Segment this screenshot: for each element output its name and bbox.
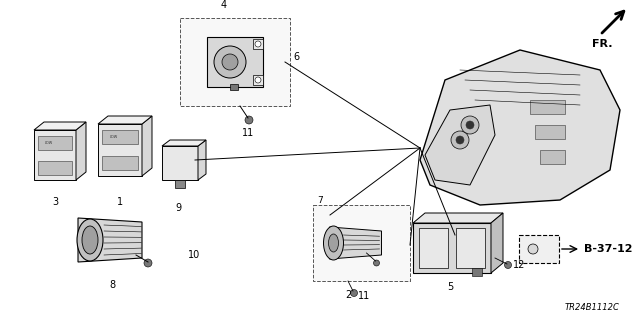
- Circle shape: [144, 259, 152, 267]
- Text: 11: 11: [358, 291, 371, 301]
- Circle shape: [461, 116, 479, 134]
- Polygon shape: [98, 116, 152, 124]
- Bar: [419, 228, 448, 268]
- Bar: [456, 228, 485, 268]
- Text: B-37-12: B-37-12: [584, 244, 632, 254]
- Polygon shape: [491, 213, 503, 273]
- Text: 10: 10: [188, 250, 200, 260]
- Circle shape: [222, 54, 238, 70]
- Bar: [207, 37, 263, 87]
- Text: LDW: LDW: [45, 140, 53, 145]
- Text: 8: 8: [109, 280, 115, 290]
- Bar: [38, 135, 72, 149]
- Bar: [253, 75, 263, 85]
- Text: 5: 5: [447, 282, 453, 292]
- Bar: [313, 205, 410, 281]
- Polygon shape: [34, 122, 86, 130]
- Polygon shape: [78, 218, 142, 262]
- Text: 4: 4: [221, 0, 227, 10]
- Text: 2: 2: [345, 290, 351, 300]
- Bar: [162, 146, 198, 180]
- Bar: [540, 150, 565, 164]
- Ellipse shape: [82, 226, 98, 254]
- Bar: [230, 84, 238, 90]
- Polygon shape: [420, 50, 620, 205]
- Ellipse shape: [328, 234, 339, 252]
- Text: 6: 6: [293, 52, 299, 62]
- Text: 1: 1: [117, 197, 123, 207]
- Polygon shape: [162, 140, 206, 146]
- Polygon shape: [413, 213, 503, 223]
- Bar: [34, 130, 76, 180]
- Bar: [472, 268, 482, 276]
- Bar: [180, 18, 290, 106]
- Text: 11: 11: [242, 128, 254, 138]
- Bar: [530, 100, 565, 114]
- Text: LDW: LDW: [110, 135, 118, 139]
- Bar: [98, 124, 142, 176]
- Circle shape: [374, 260, 380, 266]
- Circle shape: [456, 136, 464, 144]
- Circle shape: [255, 77, 261, 83]
- Circle shape: [504, 261, 511, 268]
- Circle shape: [351, 290, 358, 297]
- Circle shape: [214, 46, 246, 78]
- Bar: [102, 130, 138, 144]
- Bar: [535, 125, 565, 139]
- Polygon shape: [425, 105, 495, 185]
- Circle shape: [451, 131, 469, 149]
- Polygon shape: [76, 122, 86, 180]
- Text: 7: 7: [317, 196, 323, 205]
- Text: 12: 12: [513, 260, 525, 270]
- Bar: [519, 235, 559, 263]
- Circle shape: [245, 116, 253, 124]
- Polygon shape: [330, 227, 381, 259]
- Bar: [38, 161, 72, 174]
- Bar: [413, 223, 491, 273]
- Polygon shape: [142, 116, 152, 176]
- Text: 3: 3: [52, 197, 58, 207]
- Circle shape: [255, 41, 261, 47]
- Text: TR24B1112C: TR24B1112C: [565, 303, 620, 312]
- Circle shape: [528, 244, 538, 254]
- Circle shape: [466, 121, 474, 129]
- Bar: [253, 39, 263, 49]
- Ellipse shape: [323, 226, 344, 260]
- Ellipse shape: [77, 219, 103, 261]
- Bar: [175, 180, 185, 188]
- Text: FR.: FR.: [592, 39, 612, 49]
- Text: 9: 9: [175, 203, 181, 213]
- Polygon shape: [198, 140, 206, 180]
- Bar: [102, 156, 138, 170]
